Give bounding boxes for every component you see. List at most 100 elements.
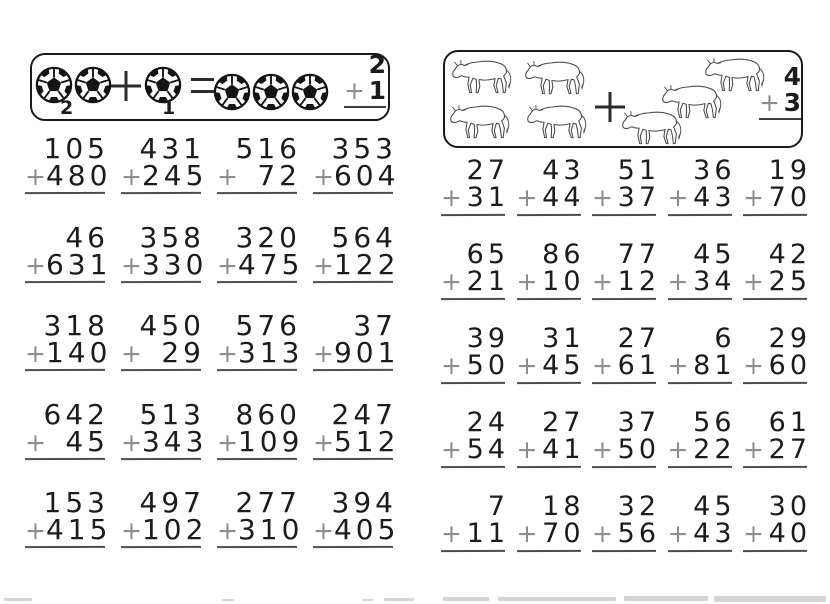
equals-icon — [191, 78, 214, 93]
addition-problem: 576 +313 — [216, 312, 299, 372]
addition-problem: 431 +245 — [120, 135, 203, 195]
answer-line — [120, 457, 202, 460]
plus-sign: + — [743, 183, 764, 212]
soccer-ball-icon — [144, 66, 182, 104]
soccer-ball-icon — [74, 66, 112, 104]
addition-problem: 36 +43 — [667, 155, 736, 217]
addend-top: 318 — [43, 309, 109, 342]
answer-line — [759, 118, 801, 120]
answer-line — [591, 297, 657, 301]
answer-line — [216, 368, 298, 372]
addition-problem: 61 +27 — [742, 409, 808, 469]
plus-sign: + — [441, 183, 462, 212]
plus-sign: + — [516, 267, 538, 296]
scan-artifact — [384, 598, 414, 601]
addition-problem: 77 +12 — [591, 241, 657, 301]
answer-line — [591, 549, 657, 553]
answer-line — [216, 280, 298, 283]
addend-bottom: 22 — [693, 434, 736, 465]
example-column-problem: 2 + 1 — [344, 52, 386, 108]
cow-icon — [527, 105, 587, 139]
ball-group-addend-b — [144, 66, 183, 104]
soccer-ball-icon — [35, 66, 73, 104]
answer-line — [120, 368, 202, 372]
addend-bottom: 54 — [466, 434, 509, 465]
addition-problem: 18 +70 — [516, 491, 585, 553]
addend-bottom: 72 — [257, 159, 301, 192]
addend-bottom: 245 — [141, 159, 208, 192]
addend-bottom: 44 — [542, 182, 585, 213]
addend-top: 153 — [43, 486, 109, 519]
plus-icon — [111, 71, 141, 101]
answer-line — [516, 465, 581, 469]
cow-slot — [449, 103, 515, 140]
addition-problem: 27 +61 — [591, 325, 657, 385]
addition-problem: 32 +56 — [591, 493, 657, 553]
addend-top: 42 — [768, 239, 811, 270]
cow-icon — [705, 58, 765, 92]
addition-problem: 7 +11 — [440, 493, 506, 553]
scan-artifact — [222, 599, 234, 601]
plus-sign: + — [25, 427, 46, 457]
answer-line — [591, 381, 657, 385]
example-box-soccer: 2 1 2 + 1 — [30, 52, 390, 121]
answer-line — [312, 545, 394, 549]
addend-top: 18 — [542, 491, 585, 522]
addend-bottom: 12 — [617, 266, 660, 297]
addend-top: 56 — [693, 407, 736, 438]
plus-sign: + — [592, 519, 613, 548]
answer-line — [742, 381, 808, 385]
addition-problem: 516 +72 — [216, 135, 297, 195]
ball-group-sum — [213, 73, 330, 111]
addend-bottom: 41 — [542, 434, 585, 465]
addend-bottom: 45 — [542, 350, 585, 381]
addend-top: 36 — [693, 155, 736, 186]
addition-grid-2digit: 27 +31 43 +44 51 +37 36 +43 19 +70 65 +21 86 +10 77 +12… — [440, 155, 808, 553]
addend-bottom: 310 — [237, 513, 304, 546]
addend-bottom: 631 — [45, 247, 112, 281]
cow-slot — [451, 58, 517, 95]
addend-bottom: 10 — [542, 266, 585, 297]
addend-top: 27 — [466, 155, 509, 186]
addition-problem: 45 +34 — [667, 241, 732, 301]
answer-line — [667, 297, 732, 301]
plus-sign: + — [441, 267, 462, 296]
addend-top: 576 — [235, 309, 301, 342]
addend-bottom: 70 — [768, 182, 811, 213]
example-addend-bottom: 3 — [783, 88, 801, 117]
plus-sign: + — [667, 267, 689, 296]
answer-line — [516, 297, 581, 301]
answer-line — [344, 106, 386, 108]
plus-sign: + — [667, 351, 689, 380]
plus-sign: + — [313, 162, 334, 191]
addition-problem: 318 +140 — [24, 312, 107, 372]
addend-bottom: 330 — [141, 247, 208, 281]
addition-problem: 30 +40 — [742, 493, 808, 553]
addend-bottom: 140 — [45, 336, 112, 369]
answer-line — [742, 297, 808, 301]
addend-top: 277 — [235, 486, 301, 519]
addend-top: 19 — [768, 155, 811, 186]
addend-top: 39 — [466, 323, 509, 354]
example-column-problem: 4 + 3 — [759, 64, 801, 120]
addend-bottom: 25 — [768, 266, 811, 297]
addition-problem: 37 +50 — [591, 409, 657, 469]
addition-grid-3digit: 105 +480 431 +245 516 +72 353 +604 46 +631 358 +330… — [24, 135, 395, 549]
plus-sign: + — [592, 435, 613, 464]
plus-sign: + — [217, 516, 238, 545]
addend-top: 27 — [542, 407, 585, 438]
addend-top: 860 — [235, 397, 301, 431]
plus-sign: + — [217, 162, 238, 191]
answer-line — [24, 545, 106, 549]
addend-bottom: 50 — [617, 434, 660, 465]
answer-line — [742, 549, 808, 553]
plus-sign: + — [121, 516, 142, 545]
plus-sign: + — [743, 519, 764, 548]
plus-sign: + — [516, 183, 538, 212]
addend-top: 29 — [768, 323, 811, 354]
group-b-count-label: 1 — [162, 97, 176, 119]
addend-top: 6 — [714, 323, 736, 354]
addend-bottom: 43 — [693, 518, 736, 549]
addition-problem: 153 +415 — [24, 489, 107, 549]
example-addend-bottom: 1 — [368, 76, 386, 105]
